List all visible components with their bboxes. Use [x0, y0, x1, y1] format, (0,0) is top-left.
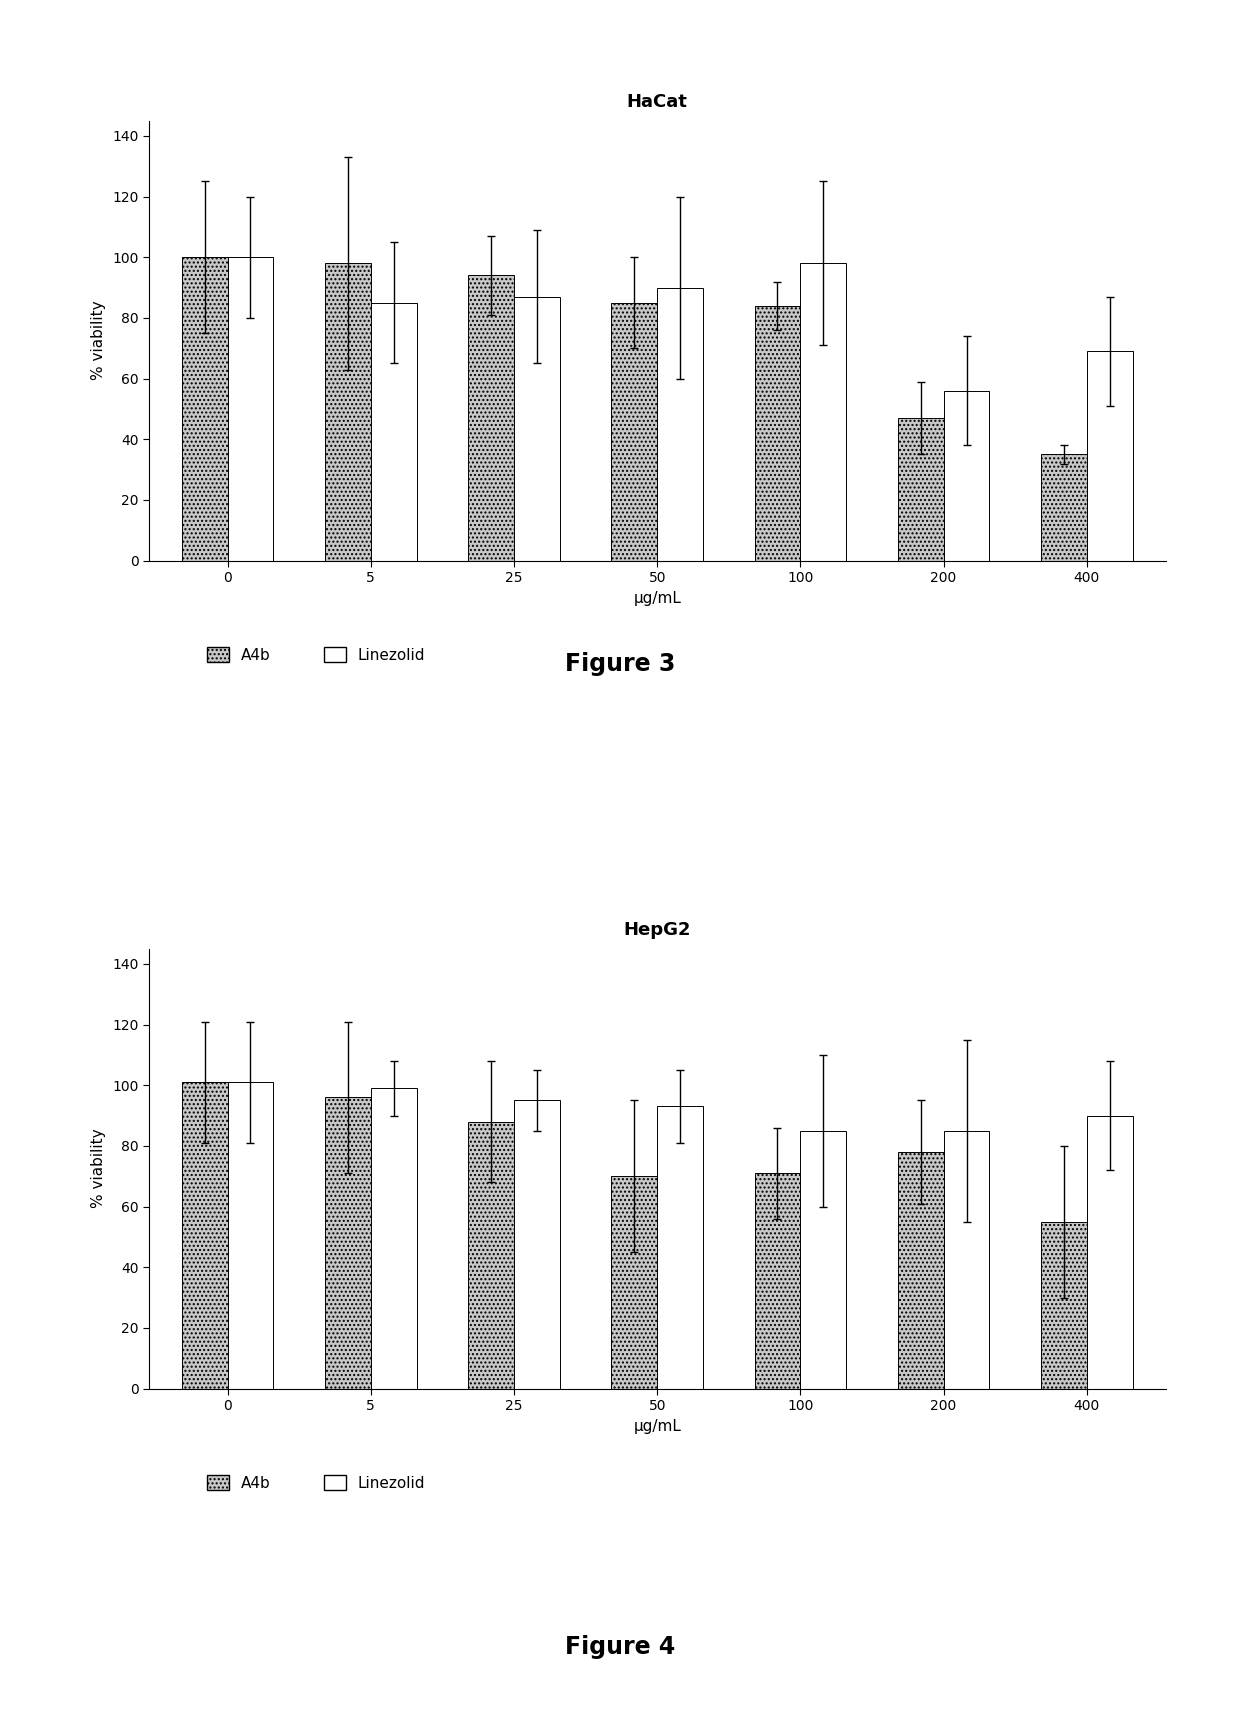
Bar	[657, 288, 703, 561]
Bar	[1086, 1116, 1132, 1389]
Title: HaCat: HaCat	[626, 93, 688, 110]
Bar	[182, 1082, 228, 1389]
Bar	[611, 304, 657, 561]
Y-axis label: % viability: % viability	[92, 300, 107, 381]
Bar	[515, 1101, 559, 1389]
Bar	[800, 264, 846, 561]
Bar	[1086, 352, 1132, 561]
Bar	[657, 1106, 703, 1389]
Bar	[1042, 454, 1086, 561]
Bar	[898, 417, 944, 561]
Bar	[800, 1132, 846, 1389]
Bar	[944, 392, 990, 561]
Bar	[755, 1173, 800, 1389]
Legend: A4b, Linezolid: A4b, Linezolid	[207, 1475, 425, 1490]
Bar	[469, 1121, 515, 1389]
X-axis label: μg/mL: μg/mL	[634, 590, 681, 605]
Text: Figure 3: Figure 3	[564, 652, 676, 676]
Legend: A4b, Linezolid: A4b, Linezolid	[207, 647, 425, 662]
Bar	[228, 257, 273, 561]
Bar	[515, 297, 559, 561]
Bar	[228, 1082, 273, 1389]
Bar	[325, 264, 371, 561]
X-axis label: μg/mL: μg/mL	[634, 1418, 681, 1433]
Bar	[182, 257, 228, 561]
Bar	[944, 1132, 990, 1389]
Bar	[755, 305, 800, 561]
Bar	[611, 1176, 657, 1389]
Bar	[1042, 1221, 1086, 1389]
Y-axis label: % viability: % viability	[92, 1128, 107, 1209]
Bar	[898, 1152, 944, 1389]
Bar	[371, 1088, 417, 1389]
Bar	[371, 304, 417, 561]
Title: HepG2: HepG2	[624, 921, 691, 938]
Bar	[469, 276, 515, 561]
Bar	[325, 1097, 371, 1389]
Text: Figure 4: Figure 4	[565, 1635, 675, 1659]
